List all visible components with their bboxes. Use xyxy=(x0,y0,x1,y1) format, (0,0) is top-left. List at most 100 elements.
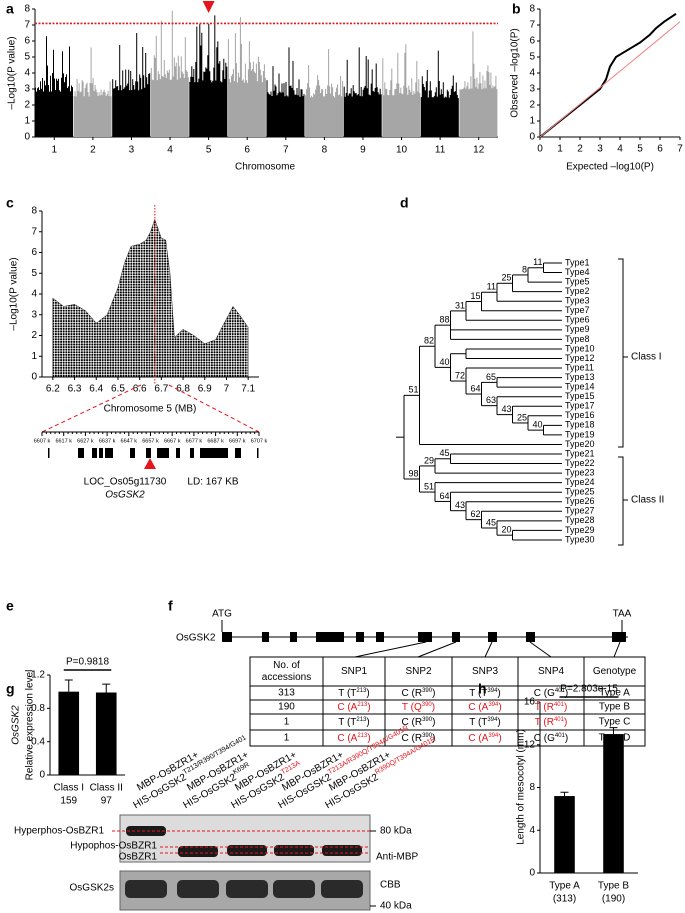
allele: C (A xyxy=(337,702,357,713)
y-tick-label: 5 xyxy=(529,52,535,63)
blot-label: CBB xyxy=(380,880,401,891)
band-label: OsBZR1 xyxy=(119,852,158,863)
expected-line xyxy=(539,21,681,138)
residue-position: 390 xyxy=(422,733,433,739)
size-tick xyxy=(370,830,376,907)
residue-position: 390 xyxy=(422,702,433,708)
residue-position: 213 xyxy=(357,702,368,708)
gene-track xyxy=(48,448,259,458)
table-header: SNP3 xyxy=(472,666,499,677)
y-axis-label: –Log10(P value) xyxy=(9,257,20,330)
leaf-label: Type16 xyxy=(565,410,595,420)
leaf-label: Type14 xyxy=(565,382,595,392)
x-tick-label: 6 xyxy=(657,144,663,155)
residue-position: 394 xyxy=(488,733,499,739)
leaf-label: Type20 xyxy=(565,439,595,449)
size-label: 80 kDa xyxy=(380,826,412,837)
allele: C (A xyxy=(337,733,357,744)
allele: T (Q xyxy=(402,702,422,713)
support-value: 11 xyxy=(487,282,496,292)
start-codon: ATG xyxy=(212,609,232,620)
y-tick-label: 0 xyxy=(39,770,45,781)
leaf-label: Type27 xyxy=(565,506,595,516)
snp-cell: C (R390) xyxy=(402,717,436,728)
support-value: 51 xyxy=(424,481,434,491)
x-tick-label: 6 xyxy=(244,145,250,156)
leaf-label: Type25 xyxy=(565,487,595,497)
support-value: 72 xyxy=(455,370,465,380)
band-label: Hypophos-OsBZR1 xyxy=(70,841,157,852)
y-tick-label: 0.8 xyxy=(31,703,45,714)
y-tick-label: 12 xyxy=(524,739,536,750)
y-tick-label: 8 xyxy=(31,206,37,217)
allele: T (T xyxy=(338,688,356,699)
x-tick-label: 11 xyxy=(435,145,446,156)
snp-column xyxy=(189,15,228,137)
support-value: 11 xyxy=(533,257,542,267)
category-label: Class II xyxy=(90,783,123,794)
class-label: Class I xyxy=(631,352,662,363)
snp-cell: C (A213) xyxy=(337,702,370,713)
x-tick-label: 7 xyxy=(224,384,230,395)
y-tick-label: 7 xyxy=(529,20,535,31)
snp-cell: T (T213) xyxy=(338,717,370,728)
x-tick-label: 0 xyxy=(537,144,543,155)
panel-label: g xyxy=(6,681,15,697)
y-tick-label: 16 xyxy=(524,697,536,708)
allele-close: ) xyxy=(497,717,500,728)
leaf-label: Type4 xyxy=(565,267,590,277)
x-tick-label: 8 xyxy=(322,145,328,156)
p-value: P=2.803e-15 xyxy=(560,684,618,695)
support-value: 25 xyxy=(517,412,527,422)
allele-close: ) xyxy=(564,717,567,728)
snp-column xyxy=(459,31,498,137)
snp-cell: T (T213) xyxy=(338,688,370,699)
gene-id: LOC_Os05g11730 xyxy=(84,477,167,488)
error-bar xyxy=(102,683,111,693)
leaf-label: Type22 xyxy=(565,458,595,468)
allele: C (R xyxy=(402,717,423,728)
residue-position: 213 xyxy=(356,688,367,694)
snp-column xyxy=(112,33,151,137)
bar xyxy=(603,734,624,873)
x-tick-label: 6.2 xyxy=(46,384,60,395)
allele-close: ) xyxy=(367,733,370,744)
leaf-label: Type23 xyxy=(565,467,595,477)
residue-position: 394 xyxy=(487,717,498,723)
allele: C (R xyxy=(402,733,423,744)
support-value: 8 xyxy=(522,264,527,274)
allele: C (G xyxy=(534,688,555,699)
band-label: OsGSK2s xyxy=(70,883,114,894)
allele: C (A xyxy=(468,702,488,713)
leaf-label: Type18 xyxy=(565,420,595,430)
x-tick-label: 6.5 xyxy=(111,384,125,395)
residue-position: 401 xyxy=(554,702,565,708)
panel-label: d xyxy=(400,195,409,211)
snp-cell: T (T394) xyxy=(469,717,501,728)
y-tick-label: 1 xyxy=(31,351,37,362)
stop-codon: TAA xyxy=(613,609,632,620)
residue-position: 401 xyxy=(555,688,566,694)
scale-label: 6667 k xyxy=(164,438,181,444)
band-label: Hyperphos-OsBZR1 xyxy=(14,826,104,837)
residue-position: 390 xyxy=(422,688,433,694)
support-value: 45 xyxy=(486,517,496,527)
x-tick-label: 4 xyxy=(167,145,173,156)
support-value: 29 xyxy=(424,455,434,465)
observed-line xyxy=(539,12,677,138)
y-tick-label: 4 xyxy=(529,825,535,836)
category-label: Type B xyxy=(598,881,629,892)
scale-label: 6687 k xyxy=(207,438,224,444)
size-label: 40 kDa xyxy=(380,901,412,912)
x-tick-label: 3 xyxy=(129,145,135,156)
leaf-label: Type10 xyxy=(565,343,595,353)
leaf-label: Type12 xyxy=(565,353,595,363)
snp-column xyxy=(73,47,112,137)
support-value: 62 xyxy=(470,509,480,519)
snp-column xyxy=(420,50,459,137)
snp-column xyxy=(343,47,382,137)
snp-column xyxy=(35,36,73,137)
scale-label: 6707 k xyxy=(251,438,268,444)
support-value: 43 xyxy=(501,404,511,414)
